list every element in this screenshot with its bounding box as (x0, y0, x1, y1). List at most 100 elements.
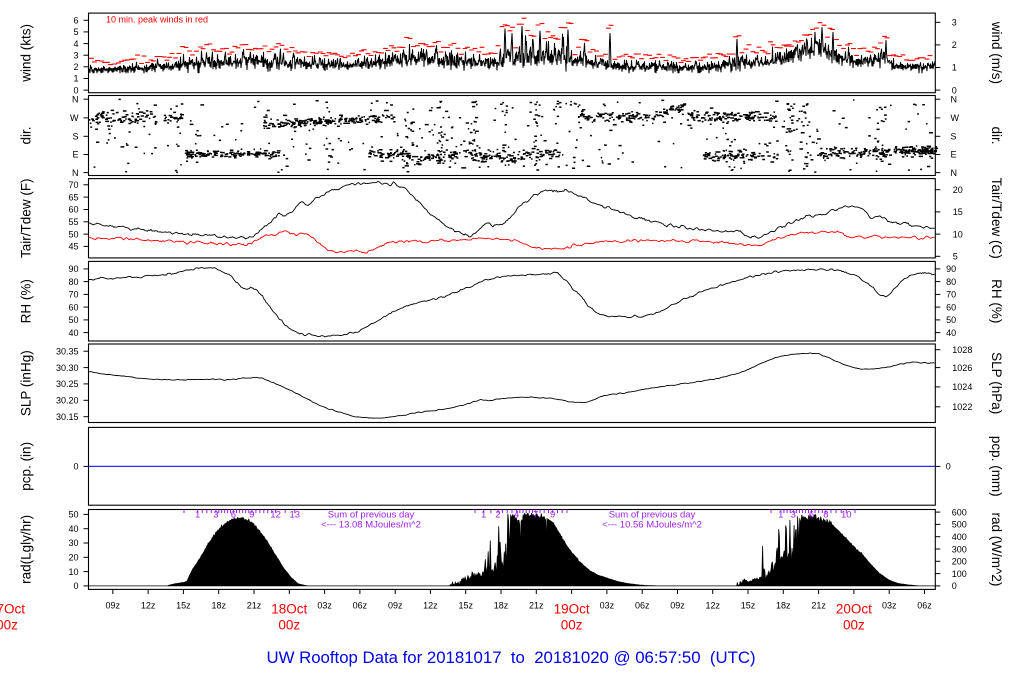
svg-text:09z: 09z (388, 601, 403, 611)
svg-text:100: 100 (952, 569, 967, 579)
svg-text:12: 12 (270, 510, 281, 521)
svg-text:06z: 06z (635, 601, 650, 611)
svg-text:21z: 21z (811, 601, 826, 611)
svg-text:45: 45 (68, 242, 78, 252)
svg-text:pcp. (mm): pcp. (mm) (989, 436, 1004, 497)
svg-text:0: 0 (73, 85, 78, 95)
svg-text:Sum of previous day: Sum of previous day (328, 510, 415, 521)
svg-text:21z: 21z (529, 601, 544, 611)
svg-text:N: N (72, 94, 79, 104)
svg-text:3: 3 (791, 510, 796, 521)
svg-text:8: 8 (823, 510, 828, 521)
svg-text:30.15: 30.15 (56, 412, 79, 422)
svg-text:50: 50 (68, 315, 78, 325)
svg-text:40: 40 (68, 328, 78, 338)
svg-text:00z: 00z (278, 618, 300, 633)
svg-text:90: 90 (68, 264, 78, 274)
svg-text:rad(Lgly/hr): rad(Lgly/hr) (19, 515, 34, 584)
svg-text:6: 6 (73, 16, 78, 26)
svg-text:4: 4 (73, 39, 78, 49)
svg-text:18Oct: 18Oct (271, 602, 307, 617)
svg-text:30.30: 30.30 (56, 363, 79, 373)
svg-text:3: 3 (213, 510, 218, 521)
svg-text:1028: 1028 (952, 345, 972, 355)
svg-text:6: 6 (231, 510, 236, 521)
svg-text:70: 70 (68, 180, 78, 190)
svg-text:20: 20 (68, 553, 78, 563)
svg-text:50: 50 (946, 315, 956, 325)
svg-text:50: 50 (68, 229, 78, 239)
svg-text:13: 13 (290, 510, 301, 521)
svg-text:500: 500 (952, 520, 967, 530)
svg-text:<--- 13.08 MJoules/m^2: <--- 13.08 MJoules/m^2 (321, 520, 421, 531)
svg-text:15z: 15z (176, 601, 191, 611)
svg-text:03z: 03z (317, 601, 332, 611)
svg-text:18z: 18z (494, 601, 509, 611)
svg-text:W: W (951, 113, 960, 123)
svg-text:S: S (72, 132, 78, 142)
svg-text:1: 1 (195, 510, 200, 521)
svg-text:300: 300 (952, 544, 967, 554)
svg-text:wind (m/s): wind (m/s) (989, 21, 1004, 84)
svg-text:SLP (hPa): SLP (hPa) (989, 352, 1004, 414)
svg-text:03z: 03z (882, 601, 897, 611)
svg-text:40: 40 (68, 524, 78, 534)
svg-text:70: 70 (946, 290, 956, 300)
svg-text:30: 30 (68, 538, 78, 548)
svg-text:30.20: 30.20 (56, 396, 79, 406)
svg-text:5: 5 (953, 252, 958, 262)
svg-text:10 min. peak winds in red: 10 min. peak winds in red (106, 15, 208, 25)
svg-text:10: 10 (953, 229, 963, 239)
svg-text:9: 9 (550, 510, 555, 521)
svg-text:06z: 06z (917, 601, 932, 611)
svg-text:6: 6 (809, 510, 814, 521)
svg-text:1026: 1026 (952, 363, 972, 373)
svg-text:E: E (951, 150, 957, 160)
svg-text:30.25: 30.25 (56, 379, 79, 389)
svg-text:1: 1 (73, 74, 78, 84)
svg-text:90: 90 (946, 264, 956, 274)
svg-text:55: 55 (68, 217, 78, 227)
svg-text:21z: 21z (247, 601, 262, 611)
svg-text:0: 0 (952, 581, 957, 591)
svg-text:<--- 10.56 MJoules/m^2: <--- 10.56 MJoules/m^2 (602, 520, 702, 531)
svg-text:80: 80 (68, 277, 78, 287)
svg-text:5: 5 (73, 27, 78, 37)
svg-text:2: 2 (952, 40, 957, 50)
svg-text:17Oct: 17Oct (0, 602, 25, 617)
svg-text:19Oct: 19Oct (554, 602, 590, 617)
svg-text:N: N (951, 94, 958, 104)
svg-text:RH (%): RH (%) (19, 279, 34, 323)
svg-text:09z: 09z (106, 601, 121, 611)
svg-text:12z: 12z (141, 601, 156, 611)
svg-text:0: 0 (73, 581, 78, 591)
svg-text:400: 400 (952, 532, 967, 542)
svg-text:E: E (72, 150, 78, 160)
svg-text:0: 0 (946, 462, 951, 472)
svg-text:rad (W/m^2): rad (W/m^2) (989, 512, 1004, 586)
svg-text:20: 20 (953, 185, 963, 195)
svg-text:50: 50 (68, 510, 78, 520)
svg-text:9: 9 (249, 510, 254, 521)
svg-text:1022: 1022 (952, 402, 972, 412)
svg-text:70: 70 (68, 290, 78, 300)
svg-text:W: W (70, 113, 79, 123)
svg-text:600: 600 (952, 507, 967, 517)
svg-text:0: 0 (952, 85, 957, 95)
svg-text:15: 15 (953, 207, 963, 217)
svg-text:60: 60 (68, 205, 78, 215)
svg-text:10: 10 (68, 567, 78, 577)
svg-text:S: S (951, 132, 957, 142)
svg-text:09z: 09z (670, 601, 685, 611)
svg-text:1: 1 (481, 510, 486, 521)
svg-text:SLP (inHg): SLP (inHg) (19, 350, 34, 416)
svg-text:4: 4 (514, 510, 519, 521)
svg-text:7: 7 (533, 510, 538, 521)
svg-text:10: 10 (841, 510, 852, 521)
svg-text:15z: 15z (741, 601, 756, 611)
svg-text:3: 3 (952, 18, 957, 28)
svg-text:dir.: dir. (19, 126, 34, 144)
svg-text:N: N (951, 168, 958, 178)
svg-text:N: N (72, 168, 79, 178)
svg-text:65: 65 (68, 192, 78, 202)
